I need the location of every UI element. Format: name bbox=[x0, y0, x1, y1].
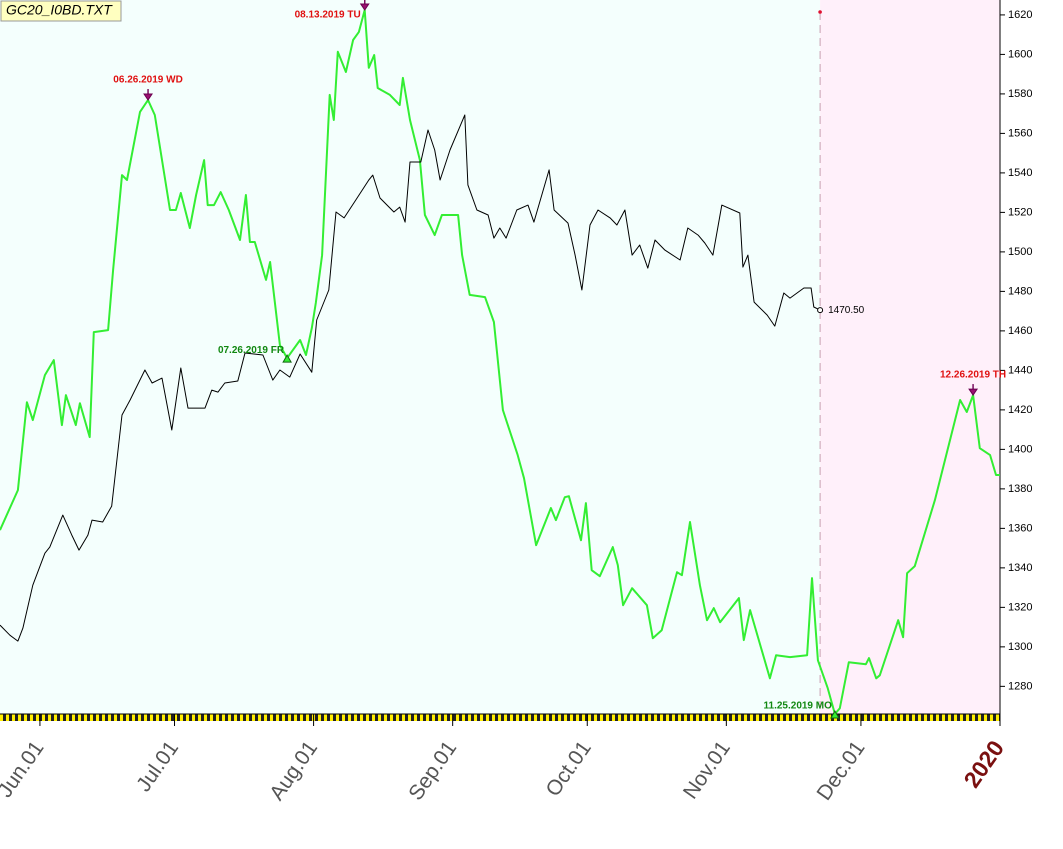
annotation-arrow bbox=[143, 93, 153, 101]
y-tick-label: 1420 bbox=[1008, 404, 1032, 416]
x-tick-label: Jul.01 bbox=[132, 737, 183, 796]
y-tick-label: 1320 bbox=[1008, 601, 1032, 613]
divider-dot bbox=[818, 10, 822, 14]
chart-title: GC20_I0BD.TXT bbox=[6, 2, 113, 18]
annotation-arrow bbox=[359, 3, 370, 11]
x-tick-label: Sep.01 bbox=[404, 737, 461, 805]
x-tick-label: Oct.01 bbox=[542, 737, 596, 801]
plot-background bbox=[0, 0, 1000, 714]
history-shade bbox=[0, 0, 821, 714]
y-tick-label: 1440 bbox=[1008, 364, 1032, 376]
annotation-arrow bbox=[830, 709, 840, 719]
x-tick-label: Dec.01 bbox=[813, 737, 870, 805]
annotation-label: 12.26.2019 TH bbox=[940, 370, 1006, 381]
annotation-label: 07.26.2019 FR bbox=[218, 345, 285, 356]
x-tick-label: Nov.01 bbox=[679, 737, 735, 803]
end-label: 1470.50 bbox=[828, 305, 865, 316]
title-box bbox=[0, 0, 122, 22]
y-tick-label: 1520 bbox=[1008, 206, 1032, 218]
y-tick-label: 1360 bbox=[1008, 522, 1032, 534]
end-marker bbox=[817, 307, 824, 314]
x-tick-label: 2020 bbox=[958, 735, 1009, 792]
price-line bbox=[0, 114, 821, 642]
y-tick-label: 1500 bbox=[1008, 246, 1032, 258]
y-tick-label: 1400 bbox=[1008, 443, 1032, 455]
annotation-label: 06.26.2019 WD bbox=[113, 75, 183, 86]
y-tick-label: 1480 bbox=[1008, 285, 1032, 297]
y-tick-label: 1280 bbox=[1008, 680, 1032, 692]
annotation-arrow bbox=[968, 388, 979, 396]
y-tick-label: 1380 bbox=[1008, 483, 1032, 495]
y-tick-label: 1300 bbox=[1008, 641, 1032, 653]
price-line bbox=[0, 9, 1000, 715]
x-tick-label: Jun.01 bbox=[0, 737, 49, 802]
y-tick-label: 1540 bbox=[1008, 167, 1032, 179]
y-tick-label: 1460 bbox=[1008, 325, 1032, 337]
date-ruler bbox=[0, 714, 1000, 721]
y-tick-label: 1620 bbox=[1008, 9, 1032, 21]
x-tick-label: Aug.01 bbox=[265, 737, 322, 805]
annotation-label: 08.13.2019 TU bbox=[295, 10, 361, 21]
y-tick-label: 1600 bbox=[1008, 48, 1032, 60]
y-tick-label: 1580 bbox=[1008, 88, 1032, 100]
annotation-label: 11.25.2019 MO bbox=[764, 701, 833, 712]
forecast-shade bbox=[820, 0, 1000, 714]
y-tick-label: 1340 bbox=[1008, 562, 1032, 574]
annotation-arrow bbox=[282, 354, 292, 363]
y-tick-label: 1560 bbox=[1008, 127, 1032, 139]
